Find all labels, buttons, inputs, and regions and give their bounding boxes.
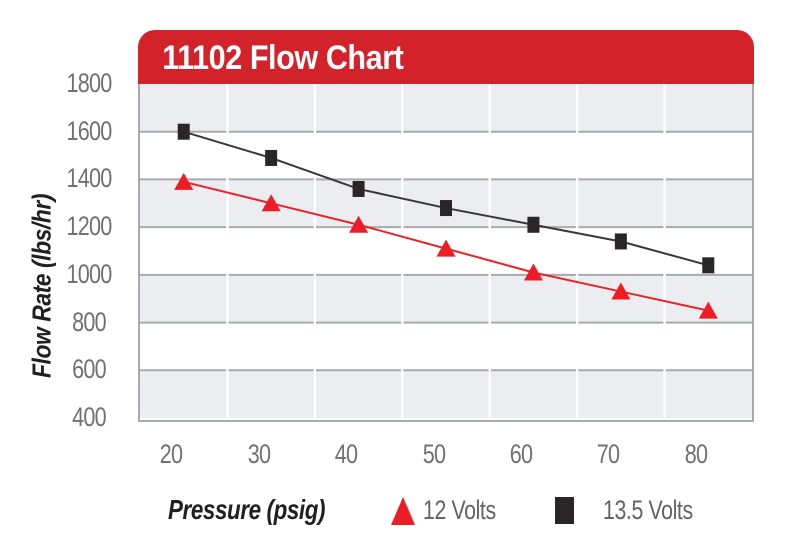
data-point-triangle: [261, 194, 281, 212]
chart-title-banner: 11102 Flow Chart: [138, 30, 754, 84]
y-tick-label: 600: [72, 354, 106, 385]
x-tick-label: 20: [159, 439, 183, 469]
data-point-triangle: [611, 282, 631, 300]
data-point-triangle: [174, 172, 194, 190]
data-point-triangle: [523, 263, 543, 281]
horizontal-gridlines: [140, 130, 752, 372]
data-point-triangle: [698, 301, 718, 319]
data-point-square: [352, 180, 365, 197]
y-axis-title: Flow Rate (lbs/hr): [26, 193, 57, 379]
plot-bands: [140, 84, 752, 418]
y-tick-label: 1600: [66, 115, 113, 146]
x-axis-title: Pressure (psig): [168, 494, 326, 525]
series-12-volts: [174, 172, 718, 319]
data-point-square: [177, 123, 190, 140]
data-point-square: [614, 233, 627, 250]
legend-label-13-5-volts: 13.5 Volts: [603, 495, 693, 525]
y-tick-label: 1800: [66, 68, 113, 98]
legend-label-12-volts: 12 Volts: [423, 495, 496, 525]
chart-title: 11102 Flow Chart: [162, 39, 404, 77]
x-tick-label: 50: [422, 439, 445, 469]
x-tick-label: 60: [509, 439, 533, 469]
y-tick-label: 1200: [66, 211, 113, 242]
x-tick-label: 30: [247, 439, 270, 469]
data-point-triangle: [436, 239, 456, 257]
data-point-triangle: [349, 215, 369, 233]
data-point-square: [265, 149, 278, 166]
legend-triangle-icon: [391, 497, 415, 525]
x-tick-label: 40: [334, 439, 358, 469]
plot-area: [138, 84, 754, 422]
legend-square-icon: [555, 497, 574, 524]
y-tick-label: 1400: [66, 163, 113, 194]
y-tick-label: 1000: [66, 258, 113, 289]
data-point-square: [440, 200, 452, 217]
chart-canvas: [140, 84, 752, 418]
data-point-square: [527, 216, 540, 233]
series-13-5-volts: [177, 123, 715, 274]
data-point-square: [702, 257, 715, 274]
y-tick-label: 800: [72, 306, 106, 337]
y-tick-label: 400: [72, 402, 106, 432]
x-tick-label: 80: [684, 439, 708, 469]
x-tick-label: 70: [597, 439, 620, 469]
column-separators: [226, 84, 666, 418]
